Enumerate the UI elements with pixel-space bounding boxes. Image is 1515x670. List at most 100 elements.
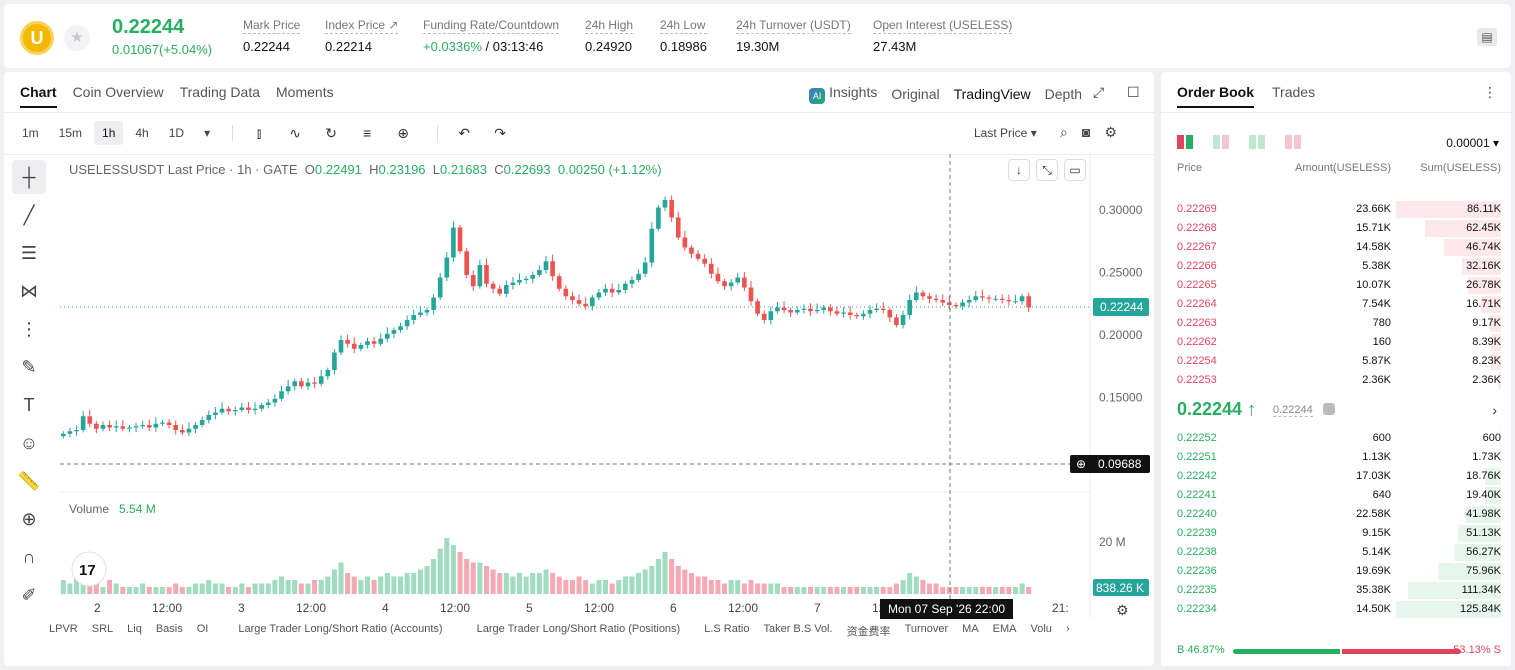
timeframe-4h[interactable]: 4h — [135, 126, 149, 140]
bid-row[interactable]: 0.22241 640 19.40K — [1161, 486, 1511, 505]
stat-mark-price[interactable]: Mark Price 0.22244 — [243, 18, 301, 54]
timeframe-dropdown-icon[interactable]: ▾ — [204, 126, 211, 140]
ask-row[interactable]: 0.22253 2.36K 2.36K — [1161, 371, 1511, 390]
chevron-right-icon[interactable]: › — [1065, 623, 1070, 635]
indicator-item[interactable]: Turnover — [904, 623, 949, 635]
indicator-item[interactable]: 资金费率 — [846, 626, 891, 638]
camera-icon[interactable]: ◙ — [1081, 124, 1091, 140]
tradingview-logo-text: 17 — [79, 562, 96, 579]
horizontal-lines-icon[interactable]: ☰ — [20, 242, 38, 263]
timeframe-1m[interactable]: 1m — [22, 126, 39, 140]
bid-row[interactable]: 0.22235 35.38K 111.34K — [1161, 581, 1511, 600]
precision-select[interactable]: 0.00001 ▾ — [1446, 136, 1499, 150]
redo-icon[interactable]: ↷ — [494, 124, 506, 141]
trend-line-icon[interactable]: ╱ — [23, 204, 35, 225]
ask-row[interactable]: 0.22269 23.66K 86.11K — [1161, 200, 1511, 219]
ask-row[interactable]: 0.22267 14.58K 46.74K — [1161, 238, 1511, 257]
expand-icon[interactable]: ⤢ — [1093, 84, 1105, 100]
indicator-item[interactable]: Basis — [155, 623, 183, 635]
maximize-icon[interactable]: ▭ — [1064, 159, 1086, 181]
view-original[interactable]: Original — [891, 86, 940, 102]
legend-close: 0.22693 — [503, 162, 551, 177]
pattern-icon[interactable]: ⋈ — [20, 280, 38, 301]
indicator-item[interactable]: Liq — [127, 623, 142, 635]
indicator-item[interactable]: Large Trader Long/Short Ratio (Positions… — [476, 623, 681, 635]
layout-mixed-icon[interactable] — [1213, 135, 1229, 149]
candle-body — [404, 320, 410, 327]
tab-chart[interactable]: Chart — [20, 84, 57, 108]
ask-row[interactable]: 0.22268 15.71K 62.45K — [1161, 219, 1511, 238]
indicator-item[interactable]: LPVR — [49, 623, 78, 635]
price-type-select[interactable]: Last Price ▾ — [974, 126, 1037, 140]
timeframe-15m[interactable]: 15m — [58, 126, 83, 140]
indicator-item[interactable]: OI — [196, 623, 209, 635]
tab-coin-overview[interactable]: Coin Overview — [72, 84, 164, 100]
fib-icon[interactable]: ⋮ — [20, 318, 38, 339]
bid-row[interactable]: 0.22240 22.58K 41.98K — [1161, 505, 1511, 524]
candlestick-chart[interactable]: 0.30000 0.25000 0.20000 0.15000 20 M 0.22244 ⊕… — [4, 72, 1154, 666]
tab-trades[interactable]: Trades — [1272, 84, 1316, 100]
text-icon[interactable]: T — [23, 394, 35, 415]
emoji-icon[interactable]: ☺ — [19, 432, 39, 453]
ask-row[interactable]: 0.22264 7.54K 16.71K — [1161, 295, 1511, 314]
indicator-item[interactable]: MA — [962, 623, 979, 635]
timeframe-1d[interactable]: 1D — [168, 126, 185, 140]
brush-icon[interactable]: ✎ — [21, 356, 37, 377]
bid-row[interactable]: 0.22239 9.15K 51.13K — [1161, 524, 1511, 543]
tab-order-book[interactable]: Order Book — [1177, 84, 1255, 108]
ask-row[interactable]: 0.22266 5.38K 32.16K — [1161, 257, 1511, 276]
indicator-item[interactable]: Volu — [1030, 623, 1052, 635]
indicators-icon[interactable]: ∿ — [289, 124, 301, 141]
collapse-icon[interactable]: ⤡ — [1036, 159, 1058, 181]
fullscreen-icon[interactable]: ☐ — [1127, 84, 1140, 100]
bid-row[interactable]: 0.22242 17.03K 18.76K — [1161, 467, 1511, 486]
candle-body — [193, 425, 198, 429]
bid-row[interactable]: 0.22251 1.13K 1.73K — [1161, 448, 1511, 467]
ask-row[interactable]: 0.22254 5.87K 8.23K — [1161, 352, 1511, 371]
favorite-star-icon[interactable]: ★ — [64, 25, 90, 51]
indicator-item[interactable]: EMA — [992, 623, 1017, 635]
ruler-icon[interactable]: 📏 — [17, 470, 41, 491]
view-tradingview[interactable]: TradingView — [953, 86, 1031, 102]
indicator-item[interactable]: Large Trader Long/Short Ratio (Accounts) — [238, 623, 443, 635]
undo-icon[interactable]: ↶ — [458, 124, 470, 141]
indicator-item[interactable]: SRL — [91, 623, 114, 635]
view-insights[interactable]: AI Insights — [809, 84, 877, 104]
crosshair-icon[interactable]: ┼ — [12, 160, 46, 194]
book-icon[interactable]: ▤ — [1477, 28, 1497, 46]
timeframe-1h[interactable]: 1h — [94, 121, 124, 145]
volume-bar — [827, 587, 833, 594]
ask-row[interactable]: 0.22263 780 9.17K — [1161, 314, 1511, 333]
indicator-item[interactable]: Taker B.S Vol. — [763, 623, 833, 635]
arrow-down-icon[interactable]: ↓ — [1008, 159, 1030, 181]
bid-row[interactable]: 0.22234 14.50K 125.84K — [1161, 600, 1511, 619]
candle-type-icon[interactable]: ⫾ — [256, 124, 262, 141]
bid-row[interactable]: 0.22252 600 600 — [1161, 429, 1511, 448]
gear-icon[interactable]: ⚙ — [1104, 124, 1117, 140]
add-alert-icon[interactable]: ⊕ — [397, 124, 409, 141]
ask-row[interactable]: 0.22265 10.07K 26.78K — [1161, 276, 1511, 295]
indicator-item[interactable]: L.S Ratio — [704, 623, 750, 635]
tab-moments[interactable]: Moments — [276, 84, 334, 100]
view-depth[interactable]: Depth — [1044, 86, 1082, 102]
bid-row[interactable]: 0.22236 19.69K 75.96K — [1161, 562, 1511, 581]
layout-both-icon[interactable] — [1177, 135, 1193, 149]
layout-asks-icon[interactable] — [1285, 135, 1301, 149]
more-icon[interactable]: ⋮ — [1483, 84, 1497, 100]
search-icon[interactable]: ⌕ — [1060, 124, 1068, 140]
volume-bar — [285, 580, 291, 594]
chevron-right-icon[interactable]: › — [1492, 402, 1497, 418]
layout-bids-icon[interactable] — [1249, 135, 1265, 149]
pencil-lock-icon[interactable]: ✐ — [21, 584, 37, 605]
templates-icon[interactable]: ≡ — [363, 125, 372, 141]
volume-bar — [490, 569, 496, 594]
refresh-icon[interactable]: ↻ — [325, 124, 337, 141]
tab-trading-data[interactable]: Trading Data — [179, 84, 261, 100]
magnet-icon[interactable]: ∩ — [22, 546, 36, 567]
drawing-toolbar: ┼ ╱ ☰ ⋈ ⋮ ✎ T ☺ 📏 ⊕ ∩ ✐ — [12, 160, 48, 616]
stat-funding-rate[interactable]: Funding Rate/Countdown +0.0336% / 03:13:… — [423, 18, 560, 54]
ask-row[interactable]: 0.22262 160 8.39K — [1161, 333, 1511, 352]
zoom-in-icon[interactable]: ⊕ — [21, 508, 37, 529]
bid-row[interactable]: 0.22238 5.14K 56.27K — [1161, 543, 1511, 562]
stat-index-price[interactable]: Index Price ↗ 0.22214 — [325, 18, 399, 54]
